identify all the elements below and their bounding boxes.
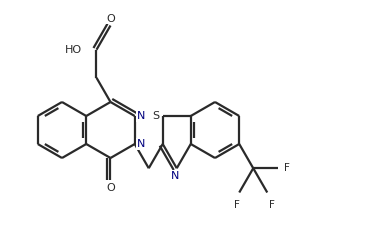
Text: N: N xyxy=(136,111,145,121)
Text: S: S xyxy=(152,111,159,121)
Text: O: O xyxy=(106,13,115,24)
Text: F: F xyxy=(284,163,290,173)
Text: HO: HO xyxy=(65,45,82,55)
Text: F: F xyxy=(269,201,275,211)
Text: N: N xyxy=(136,139,145,149)
Text: F: F xyxy=(234,201,240,211)
Text: N: N xyxy=(171,171,179,181)
Text: O: O xyxy=(106,183,115,193)
